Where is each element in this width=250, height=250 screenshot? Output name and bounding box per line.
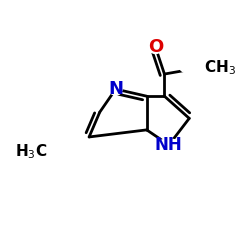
Text: N: N [108, 80, 123, 98]
Text: CH$_3$: CH$_3$ [204, 58, 236, 77]
Ellipse shape [180, 61, 220, 75]
Text: NH: NH [155, 136, 183, 154]
Text: O: O [148, 38, 163, 56]
Ellipse shape [31, 145, 71, 159]
Ellipse shape [157, 139, 181, 151]
Text: H$_3$C: H$_3$C [15, 143, 47, 162]
Ellipse shape [148, 42, 163, 54]
Ellipse shape [109, 83, 122, 95]
